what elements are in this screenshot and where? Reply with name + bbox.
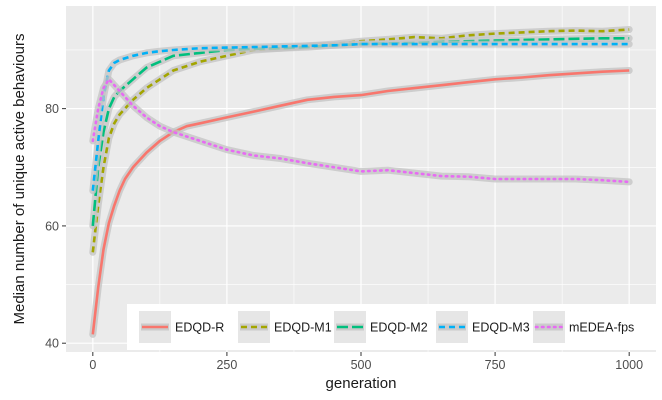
legend-label: EDQD-M2 [370, 321, 428, 335]
y-axis-title: Median number of unique active behaviour… [11, 33, 28, 324]
axes: 0 250 500 750 1000 40 60 80 [45, 102, 643, 372]
series-mEDEA-fps [89, 75, 633, 186]
x-axis-title: generation [326, 375, 397, 392]
legend-item-EDQD-M1: EDQD-M1 [238, 311, 332, 343]
legend-label: EDQD-R [175, 321, 224, 335]
y-tick-label: 40 [45, 337, 59, 351]
legend-background [127, 304, 656, 350]
legend-item-EDQD-M2: EDQD-M2 [334, 311, 428, 343]
legend-item-EDQD-R: EDQD-R [139, 311, 224, 343]
x-tick-label: 1000 [615, 358, 643, 372]
legend-item-mEDEA-fps: mEDEA-fps [533, 311, 634, 343]
y-tick-label: 60 [45, 219, 59, 233]
x-tick-label: 500 [351, 358, 372, 372]
series-line [91, 36, 630, 227]
x-tick-label: 250 [216, 358, 237, 372]
y-tick-label: 80 [45, 102, 59, 116]
series-layer [89, 26, 633, 338]
series-line [91, 69, 630, 335]
series-line [91, 42, 630, 191]
legend-label: EDQD-M1 [274, 321, 332, 335]
series-line [91, 78, 631, 184]
x-tick-label: 0 [89, 358, 96, 372]
x-tick-label: 750 [485, 358, 506, 372]
series-EDQD-M3 [89, 40, 633, 195]
legend-label: EDQD-M3 [472, 321, 530, 335]
legend: EDQD-R EDQD-M1 EDQD-M2 EDQD-M3 mEDEA-fps [127, 304, 656, 350]
series-EDQD-R [89, 67, 633, 338]
legend-item-EDQD-M3: EDQD-M3 [436, 311, 530, 343]
legend-label: mEDEA-fps [569, 321, 634, 335]
